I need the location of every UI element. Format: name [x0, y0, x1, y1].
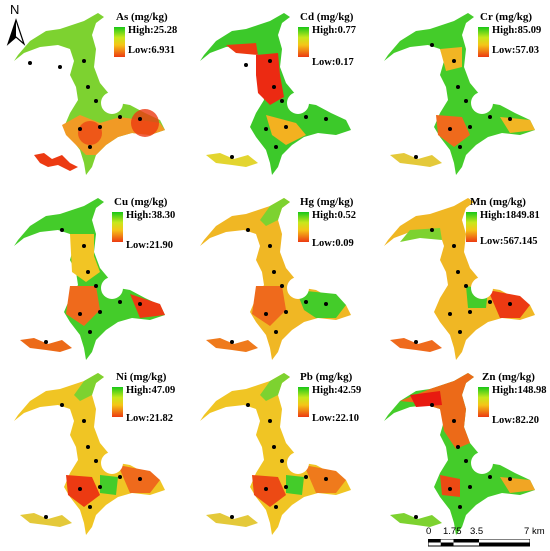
legend-color-bar: [298, 387, 309, 417]
north-arrow-icon: [6, 18, 26, 46]
map-panel-mn: Mn (mg/kg) High:1849.81 Low:567.145: [370, 190, 548, 370]
map-panel-cr: Cr (mg/kg) High:85.09 Low:57.03: [370, 5, 548, 185]
legend-color-bar: [114, 27, 125, 57]
scale-tick: 0: [426, 526, 432, 537]
scale-tick: 1.75: [443, 526, 462, 537]
legend-color-bar: [478, 387, 489, 417]
map-panel-ni: Ni (mg/kg) High:47.09 Low:21.82: [0, 365, 178, 545]
lake-map-pb: [200, 373, 351, 535]
scale-unit: km: [532, 526, 545, 537]
legend-high: High:85.09: [492, 25, 542, 36]
legend-color-bar: [466, 212, 477, 242]
legend-color-bar: [112, 387, 123, 417]
panel-title: Cd (mg/kg): [300, 11, 354, 23]
legend-high: High:0.52: [312, 210, 357, 221]
map-panel-zn: Zn (mg/kg) High:148.98 Low:82.20: [370, 365, 548, 545]
legend-color-bar: [298, 27, 309, 57]
legend-high: High:25.28: [128, 25, 178, 36]
panel-title: Ni (mg/kg): [116, 371, 167, 383]
legend-high: High:42.59: [312, 385, 362, 396]
legend-high: High:0.77: [312, 25, 357, 36]
legend-color-bar: [298, 212, 309, 242]
map-panel-pb: Pb (mg/kg) High:42.59 Low:22.10: [186, 365, 364, 545]
legend-color-bar: [478, 27, 489, 57]
map-panel-cu: Cu (mg/kg) High:38.30 Low:21.90: [0, 190, 178, 370]
lake-map-ni: [14, 373, 165, 535]
panel-title: Mn (mg/kg): [470, 196, 526, 208]
lake-map-cu: [14, 198, 165, 360]
panel-title: Zn (mg/kg): [482, 371, 535, 383]
legend-low: Low:21.82: [126, 413, 173, 424]
panel-title: As (mg/kg): [116, 11, 168, 23]
map-panel-as: As (mg/kg) High:25.28 Low:6.931: [0, 5, 178, 185]
scale-tick: 3.5: [470, 526, 484, 537]
scale-tick: 7: [524, 526, 530, 537]
map-panel-cd: Cd (mg/kg) High:0.77 Low:0.17: [186, 5, 364, 185]
panel-title: Pb (mg/kg): [300, 371, 353, 383]
legend-color-bar: [112, 212, 123, 242]
legend-low: Low:6.931: [128, 45, 175, 56]
legend-low: Low:82.20: [492, 415, 539, 426]
legend-low: Low:22.10: [312, 413, 359, 424]
lake-map-cd: [200, 13, 351, 175]
lake-map-as: [14, 13, 165, 175]
map-panel-hg: Hg (mg/kg) High:0.52 Low:0.09: [186, 190, 364, 370]
lake-map-mn: [384, 198, 535, 360]
legend-high: High:47.09: [126, 385, 176, 396]
legend-low: Low:567.145: [480, 236, 538, 247]
legend-low: Low:57.03: [492, 45, 539, 56]
lake-map-cr: [384, 13, 535, 175]
legend-low: Low:0.17: [312, 57, 354, 68]
lake-map-hg: [200, 198, 351, 360]
scale-bar: 0 1.75 3.5 7 km: [426, 526, 546, 548]
panel-title: Cr (mg/kg): [480, 11, 533, 23]
lake-map-zn: [384, 373, 535, 535]
panel-title: Cu (mg/kg): [114, 196, 168, 208]
north-label: N: [10, 2, 20, 17]
legend-high: High:38.30: [126, 210, 176, 221]
legend-high: High:1849.81: [480, 210, 540, 221]
legend-low: Low:21.90: [126, 240, 173, 251]
panel-title: Hg (mg/kg): [300, 196, 354, 208]
legend-high: High:148.98: [492, 385, 547, 396]
scale-bar-graphic: [428, 539, 530, 547]
legend-low: Low:0.09: [312, 238, 354, 249]
